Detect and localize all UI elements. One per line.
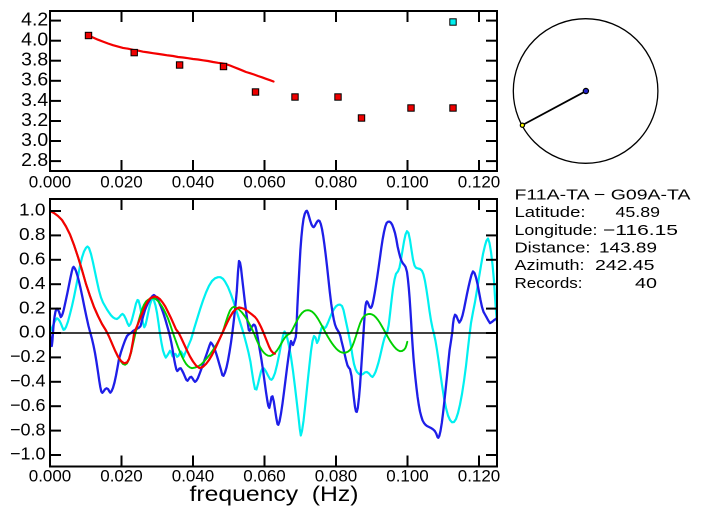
svg-text:4.0: 4.0 [21, 30, 48, 50]
svg-text:−116.15: −116.15 [603, 222, 678, 239]
svg-text:0.120: 0.120 [458, 467, 501, 486]
svg-text:40: 40 [635, 275, 657, 292]
svg-text:3.4: 3.4 [21, 90, 48, 110]
svg-text:242.45: 242.45 [595, 257, 655, 274]
svg-text:4.2: 4.2 [21, 10, 48, 30]
svg-text:Azimuth:: Azimuth: [515, 257, 585, 274]
svg-text:Records:: Records: [515, 275, 583, 292]
svg-text:0.6: 0.6 [19, 249, 46, 269]
svg-text:0.000: 0.000 [29, 173, 72, 192]
svg-text:−0.4: −0.4 [10, 371, 46, 391]
svg-text:Distance:: Distance: [515, 240, 591, 257]
svg-text:−0.6: −0.6 [10, 395, 46, 415]
svg-text:0.100: 0.100 [386, 173, 429, 192]
svg-text:0.0: 0.0 [19, 322, 46, 342]
svg-text:0.080: 0.080 [315, 173, 358, 192]
svg-text:3.6: 3.6 [21, 70, 48, 90]
svg-text:0.000: 0.000 [29, 467, 72, 486]
svg-text:0.8: 0.8 [19, 224, 46, 244]
svg-text:0.040: 0.040 [172, 467, 215, 486]
svg-text:143.89: 143.89 [599, 240, 657, 257]
svg-text:0.020: 0.020 [100, 173, 143, 192]
svg-text:0.060: 0.060 [243, 173, 286, 192]
svg-text:2.8: 2.8 [21, 150, 48, 170]
svg-text:3.8: 3.8 [21, 50, 48, 70]
svg-text:1.0: 1.0 [19, 200, 46, 220]
svg-text:Latitude:: Latitude: [515, 204, 586, 221]
svg-text:−0.2: −0.2 [10, 346, 46, 366]
svg-text:0.040: 0.040 [172, 173, 215, 192]
svg-text:0.100: 0.100 [386, 467, 429, 486]
svg-text:Longitude:: Longitude: [515, 222, 598, 239]
svg-text:0.060: 0.060 [243, 467, 286, 486]
svg-text:45.89: 45.89 [616, 204, 661, 221]
svg-text:0.4: 0.4 [19, 273, 46, 293]
svg-text:frequency (Hz): frequency (Hz) [190, 482, 359, 506]
svg-text:3.0: 3.0 [21, 130, 48, 150]
svg-text:−1.0: −1.0 [10, 444, 46, 464]
svg-text:−0.8: −0.8 [10, 419, 46, 439]
svg-text:0.080: 0.080 [315, 467, 358, 486]
svg-text:0.2: 0.2 [19, 297, 46, 317]
svg-text:0.020: 0.020 [100, 467, 143, 486]
svg-text:0.120: 0.120 [458, 173, 501, 192]
svg-text:3.2: 3.2 [21, 110, 48, 130]
svg-text:F11A-TA − G09A-TA: F11A-TA − G09A-TA [515, 186, 691, 203]
